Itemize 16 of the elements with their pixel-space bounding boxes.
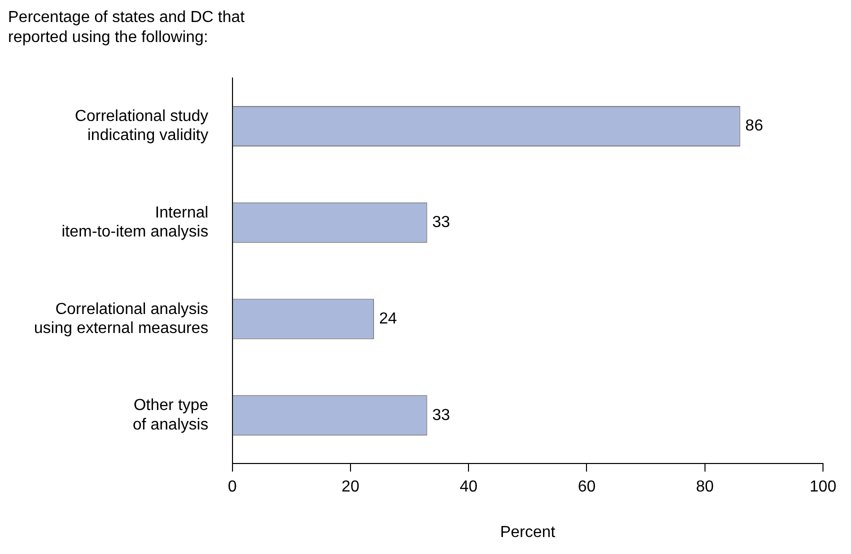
x-tick-label: 40: [460, 478, 478, 496]
x-axis-title: Percent: [500, 524, 556, 541]
x-tick-label: 0: [228, 478, 237, 496]
data-label: 86: [745, 118, 764, 135]
y-tick-label: Internal item-to-item analysis: [62, 204, 208, 241]
x-tick-label: 100: [810, 478, 836, 496]
x-tick-label: 80: [696, 478, 714, 496]
y-tick-label: Correlational analysis using external measures: [34, 300, 208, 338]
x-tick-label: 60: [578, 478, 596, 496]
data-label: 24: [379, 310, 397, 328]
data-label: 33: [432, 214, 450, 232]
y-tick-label: Correlational study indicating validity: [74, 108, 208, 144]
y-tick-label: Other type of analysis: [132, 397, 208, 434]
chart-title: Percentage of states and DC that reported using the following:: [8, 8, 246, 48]
x-tick-label: 20: [342, 478, 360, 496]
data-label: 33: [432, 406, 450, 424]
